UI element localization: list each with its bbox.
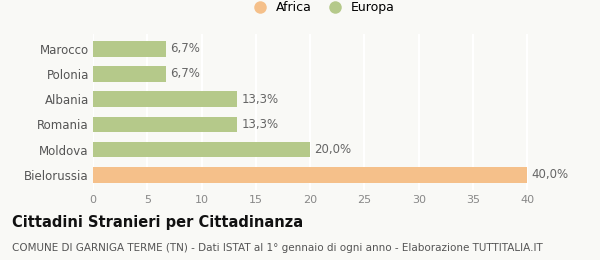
Bar	[93, 91, 238, 107]
Bar	[93, 142, 310, 158]
Bar	[93, 116, 238, 132]
Bar	[93, 167, 527, 183]
Legend: Africa, Europa: Africa, Europa	[242, 0, 400, 20]
Text: 6,7%: 6,7%	[170, 42, 200, 55]
Text: 6,7%: 6,7%	[170, 67, 200, 80]
Text: 20,0%: 20,0%	[314, 143, 352, 156]
Text: COMUNE DI GARNIGA TERME (TN) - Dati ISTAT al 1° gennaio di ogni anno - Elaborazi: COMUNE DI GARNIGA TERME (TN) - Dati ISTA…	[12, 243, 543, 253]
Text: 40,0%: 40,0%	[532, 168, 569, 181]
Text: Cittadini Stranieri per Cittadinanza: Cittadini Stranieri per Cittadinanza	[12, 214, 303, 230]
Text: 13,3%: 13,3%	[242, 118, 279, 131]
Bar	[93, 41, 166, 56]
Bar	[93, 66, 166, 82]
Text: 13,3%: 13,3%	[242, 93, 279, 106]
